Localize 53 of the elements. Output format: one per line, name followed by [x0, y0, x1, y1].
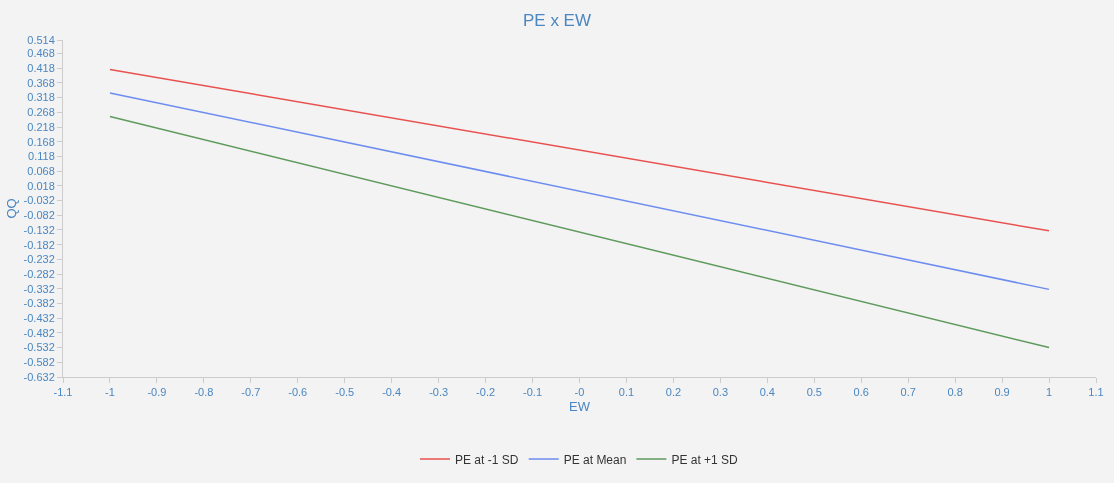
x-tick-label: 0.4 — [759, 386, 775, 399]
x-tick-label: -0 — [574, 386, 585, 399]
y-tick-label: 0.468 — [27, 47, 55, 60]
y-tick-label: -0.382 — [23, 297, 55, 310]
legend-label: PE at Mean — [563, 452, 627, 467]
y-tick-label: -0.182 — [23, 238, 55, 251]
x-tick-label: -0.1 — [523, 386, 543, 399]
y-tick-label: 0.218 — [27, 120, 55, 133]
y-tick-label: -0.482 — [23, 326, 55, 339]
x-tick-label: -0.3 — [429, 386, 449, 399]
x-tick-label: -0.4 — [382, 386, 402, 399]
y-tick-label: 0.318 — [27, 91, 55, 104]
x-tick-label: 0.5 — [806, 386, 822, 399]
y-tick-label: -0.332 — [23, 282, 55, 295]
y-tick-label: -0.082 — [23, 209, 55, 222]
y-tick-label: 0.018 — [27, 179, 55, 192]
x-tick-label: -0.5 — [335, 386, 355, 399]
x-tick-label: -0.2 — [476, 386, 496, 399]
y-tick-label: -0.132 — [23, 223, 55, 236]
x-tick-label: -0.7 — [241, 386, 261, 399]
y-tick-label: -0.582 — [23, 356, 55, 369]
legend-label: PE at +1 SD — [671, 452, 739, 467]
x-tick-label: -1 — [105, 386, 115, 399]
y-tick-label: 0.268 — [27, 106, 55, 119]
x-axis-title: EW — [569, 398, 591, 414]
y-tick-label: 0.418 — [27, 62, 55, 75]
x-tick-label: 1 — [1045, 386, 1053, 399]
y-tick-label: -0.282 — [23, 267, 55, 280]
y-tick-label: -0.032 — [23, 194, 55, 207]
y-tick-label: 0.368 — [27, 76, 55, 89]
x-tick-label: -0.8 — [194, 386, 214, 399]
x-tick-label: 0.9 — [994, 386, 1010, 399]
x-tick-label: -0.6 — [288, 386, 308, 399]
x-tick-label: 0.2 — [665, 386, 682, 399]
x-tick-label: -1.1 — [53, 386, 73, 399]
x-tick-label: 1.1 — [1088, 386, 1104, 399]
x-tick-label: 0.3 — [712, 386, 729, 399]
y-tick-label: 0.168 — [27, 135, 55, 148]
y-tick-label: 0.068 — [27, 165, 55, 177]
y-tick-label: -0.232 — [23, 253, 55, 266]
y-tick-label: 0.118 — [28, 150, 55, 163]
y-tick-label: -0.532 — [23, 341, 55, 354]
legend-label: PE at -1 SD — [455, 452, 519, 467]
x-tick-label: 0.8 — [947, 386, 963, 399]
x-tick-label: 0.7 — [900, 386, 916, 399]
y-tick-label: -0.432 — [23, 312, 55, 325]
x-tick-label: -0.9 — [147, 386, 167, 399]
y-tick-label: -0.632 — [23, 370, 55, 383]
x-tick-label: 0.1 — [618, 386, 635, 399]
y-tick-label: 0.514 — [27, 33, 55, 46]
x-tick-label: 0.6 — [853, 386, 869, 399]
y-axis-title: QQ — [3, 198, 19, 219]
chart-title: PE x EW — [522, 11, 592, 31]
